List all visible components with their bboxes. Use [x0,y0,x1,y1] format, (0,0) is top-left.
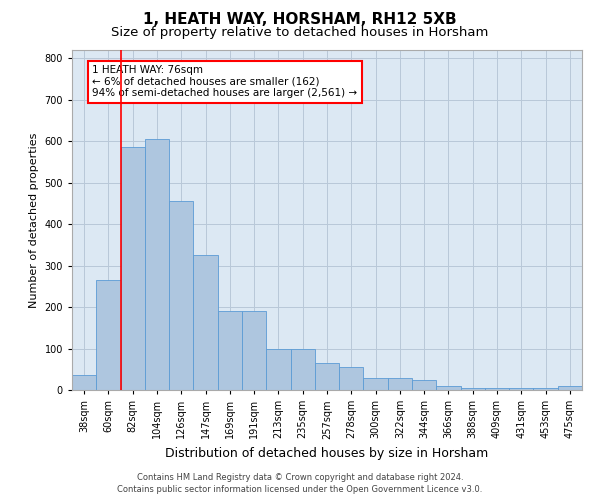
Text: 1 HEATH WAY: 76sqm
← 6% of detached houses are smaller (162)
94% of semi-detache: 1 HEATH WAY: 76sqm ← 6% of detached hous… [92,66,358,98]
Bar [242,311,266,390]
Bar [315,363,339,390]
Text: Contains HM Land Registry data © Crown copyright and database right 2024.
Contai: Contains HM Land Registry data © Crown c… [118,472,482,494]
Bar [412,380,436,390]
Bar [218,311,242,390]
Bar [364,378,388,390]
Bar [339,367,364,390]
X-axis label: Distribution of detached houses by size in Horsham: Distribution of detached houses by size … [166,447,488,460]
Bar [121,148,145,390]
Bar [558,386,582,390]
Bar [485,388,509,390]
Y-axis label: Number of detached properties: Number of detached properties [29,132,39,308]
Bar [72,376,96,390]
Bar [193,255,218,390]
Bar [533,388,558,390]
Bar [266,348,290,390]
Bar [509,388,533,390]
Bar [436,386,461,390]
Bar [169,202,193,390]
Bar [96,280,121,390]
Text: 1, HEATH WAY, HORSHAM, RH12 5XB: 1, HEATH WAY, HORSHAM, RH12 5XB [143,12,457,28]
Bar [145,139,169,390]
Bar [461,388,485,390]
Text: Size of property relative to detached houses in Horsham: Size of property relative to detached ho… [112,26,488,39]
Bar [388,378,412,390]
Bar [290,348,315,390]
